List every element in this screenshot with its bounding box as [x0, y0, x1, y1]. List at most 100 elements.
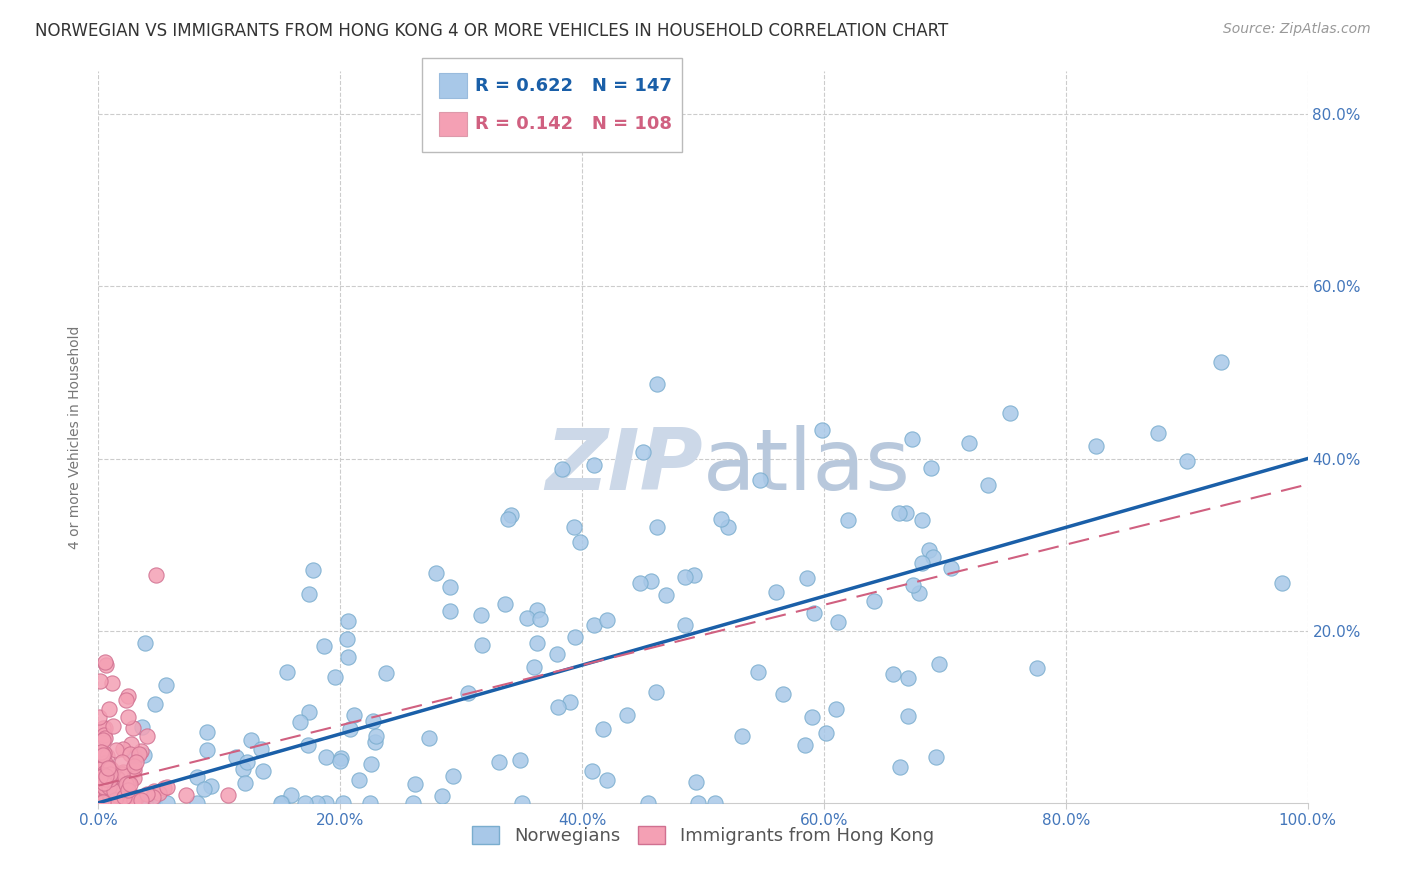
Point: [90, 795, 112, 809]
Point: [128, 747, 150, 761]
Point: [361, 714, 384, 728]
Point: [91, 721, 114, 735]
Point: [94, 769, 117, 783]
Point: [90, 747, 112, 761]
Text: R = 0.142   N = 108: R = 0.142 N = 108: [475, 115, 672, 133]
Point: [1271, 576, 1294, 591]
Point: [920, 461, 942, 475]
Point: [94, 756, 117, 771]
Point: [186, 770, 208, 784]
Point: [509, 753, 531, 767]
Point: [359, 796, 381, 810]
Point: [568, 535, 591, 549]
Point: [645, 685, 668, 699]
Point: [631, 445, 654, 459]
Point: [339, 722, 361, 736]
Point: [111, 764, 134, 779]
Point: [1209, 355, 1232, 369]
Point: [814, 725, 837, 739]
Point: [803, 606, 825, 620]
Point: [129, 744, 152, 758]
Point: [103, 784, 125, 798]
Point: [124, 763, 146, 777]
Point: [640, 574, 662, 589]
Point: [363, 735, 385, 749]
Point: [977, 478, 1000, 492]
Point: [98, 761, 121, 775]
Point: [89, 770, 111, 784]
Point: [136, 729, 159, 743]
Point: [717, 520, 740, 534]
Point: [564, 630, 586, 644]
Point: [323, 670, 346, 684]
Point: [957, 436, 980, 450]
Y-axis label: 4 or more Vehicles in Household: 4 or more Vehicles in Household: [69, 326, 83, 549]
Point: [302, 563, 325, 577]
Point: [616, 707, 638, 722]
Point: [516, 611, 538, 625]
Point: [117, 796, 139, 810]
Point: [1147, 425, 1170, 440]
Point: [297, 739, 319, 753]
Point: [107, 791, 129, 805]
Point: [837, 513, 859, 527]
Point: [100, 764, 122, 778]
Point: [174, 788, 197, 802]
Point: [471, 638, 494, 652]
Point: [94, 772, 117, 786]
Point: [129, 792, 152, 806]
Point: [1026, 661, 1049, 675]
Point: [270, 796, 292, 810]
Point: [232, 763, 254, 777]
Point: [360, 756, 382, 771]
Point: [111, 742, 134, 756]
Point: [710, 512, 733, 526]
Point: [93, 746, 115, 760]
Point: [747, 665, 769, 680]
Point: [498, 512, 520, 526]
Point: [772, 687, 794, 701]
Point: [294, 796, 316, 810]
Point: [276, 665, 298, 680]
Point: [546, 647, 568, 661]
Point: [93, 766, 115, 780]
Point: [337, 614, 360, 628]
Point: [329, 751, 352, 765]
Point: [731, 730, 754, 744]
Point: [134, 636, 156, 650]
Point: [121, 721, 143, 735]
Point: [907, 585, 929, 599]
Point: [928, 657, 950, 671]
Point: [592, 722, 614, 736]
Point: [794, 738, 817, 752]
Point: [97, 780, 120, 794]
Point: [89, 710, 111, 724]
Point: [98, 792, 121, 806]
Point: [596, 772, 619, 787]
Point: [494, 597, 516, 611]
Point: [143, 784, 166, 798]
Point: [336, 632, 359, 646]
Point: [889, 760, 911, 774]
Point: [98, 789, 121, 804]
Point: [307, 796, 329, 810]
Point: [315, 796, 337, 810]
Point: [122, 793, 145, 807]
Legend: Norwegians, Immigrants from Hong Kong: Norwegians, Immigrants from Hong Kong: [465, 819, 941, 852]
Point: [918, 542, 941, 557]
Point: [236, 755, 259, 769]
Point: [470, 607, 492, 622]
Point: [100, 771, 122, 785]
Point: [120, 795, 142, 809]
Point: [112, 790, 135, 805]
Point: [93, 780, 115, 794]
Point: [91, 795, 114, 809]
Point: [98, 766, 121, 780]
Point: [233, 775, 256, 789]
Point: [114, 692, 136, 706]
Point: [655, 588, 678, 602]
Point: [887, 506, 910, 520]
Point: [647, 520, 669, 534]
Text: R = 0.622   N = 147: R = 0.622 N = 147: [475, 77, 672, 95]
Point: [252, 764, 274, 778]
